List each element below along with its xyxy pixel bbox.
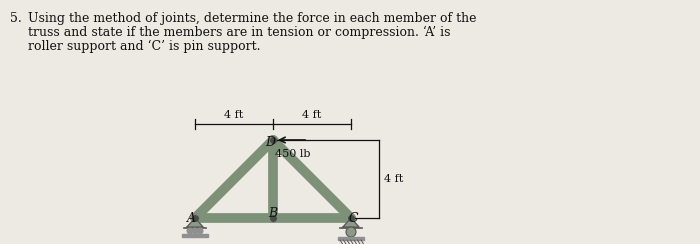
Text: C: C bbox=[349, 212, 358, 224]
Text: 450 lb: 450 lb bbox=[275, 149, 311, 159]
Circle shape bbox=[346, 227, 356, 237]
Circle shape bbox=[193, 228, 198, 234]
Text: B: B bbox=[268, 207, 278, 220]
Polygon shape bbox=[343, 218, 359, 227]
Text: Using the method of joints, determine the force in each member of the: Using the method of joints, determine th… bbox=[28, 12, 477, 25]
Text: roller support and ‘C’ is pin support.: roller support and ‘C’ is pin support. bbox=[28, 40, 260, 53]
Text: 4 ft: 4 ft bbox=[302, 110, 321, 120]
Circle shape bbox=[197, 228, 203, 234]
Text: A: A bbox=[187, 213, 195, 225]
Polygon shape bbox=[187, 218, 203, 227]
Polygon shape bbox=[182, 234, 208, 237]
Polygon shape bbox=[338, 237, 364, 240]
Text: D: D bbox=[265, 136, 275, 149]
Text: 5.: 5. bbox=[10, 12, 22, 25]
Circle shape bbox=[187, 228, 192, 234]
Text: 4 ft: 4 ft bbox=[384, 174, 403, 184]
Text: 4 ft: 4 ft bbox=[225, 110, 244, 120]
Text: truss and state if the members are in tension or compression. ‘A’ is: truss and state if the members are in te… bbox=[28, 26, 451, 39]
